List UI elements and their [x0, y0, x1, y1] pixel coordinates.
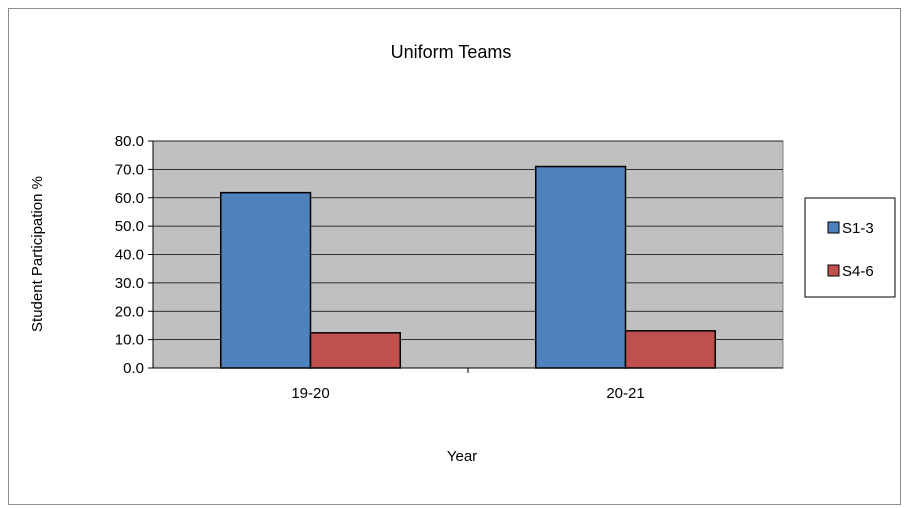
bar-S1-3-20-21: [534, 165, 627, 369]
y-axis-ticks: 0.0 10.0 20.0 30.0 40.0 50.0 60.0 70.0 80.0: [115, 133, 153, 377]
y-tick-label: 40.0: [115, 247, 144, 264]
chart-title: Uniform Teams: [391, 42, 512, 62]
x-axis-title: Year: [447, 448, 477, 465]
x-tick-label: 20-21: [606, 385, 644, 402]
y-tick-label: 20.0: [115, 303, 144, 320]
bars: [219, 165, 717, 369]
legend-box: [804, 197, 896, 298]
bar-S1-3-19-20: [219, 191, 312, 369]
y-tick-label: 30.0: [115, 275, 144, 292]
legend-swatch: [827, 221, 840, 234]
x-tick-label: 19-20: [291, 385, 329, 402]
legend-label: S4-6: [842, 263, 874, 280]
y-tick-label: 80.0: [115, 133, 144, 150]
y-tick-label: 60.0: [115, 190, 144, 207]
legend: S1-3 S4-6: [827, 220, 874, 280]
y-axis-title: Student Participation %: [29, 176, 46, 332]
bar-S4-6-19-20: [309, 332, 402, 369]
legend-label: S1-3: [842, 220, 874, 237]
y-tick-label: 10.0: [115, 332, 144, 349]
y-tick-label: 0.0: [123, 360, 144, 377]
y-tick-label: 70.0: [115, 161, 144, 178]
legend-swatch: [827, 264, 840, 277]
bar-S4-6-20-21: [624, 330, 717, 369]
x-axis-labels: 19-20 20-21: [291, 368, 645, 402]
y-tick-label: 50.0: [115, 218, 144, 235]
